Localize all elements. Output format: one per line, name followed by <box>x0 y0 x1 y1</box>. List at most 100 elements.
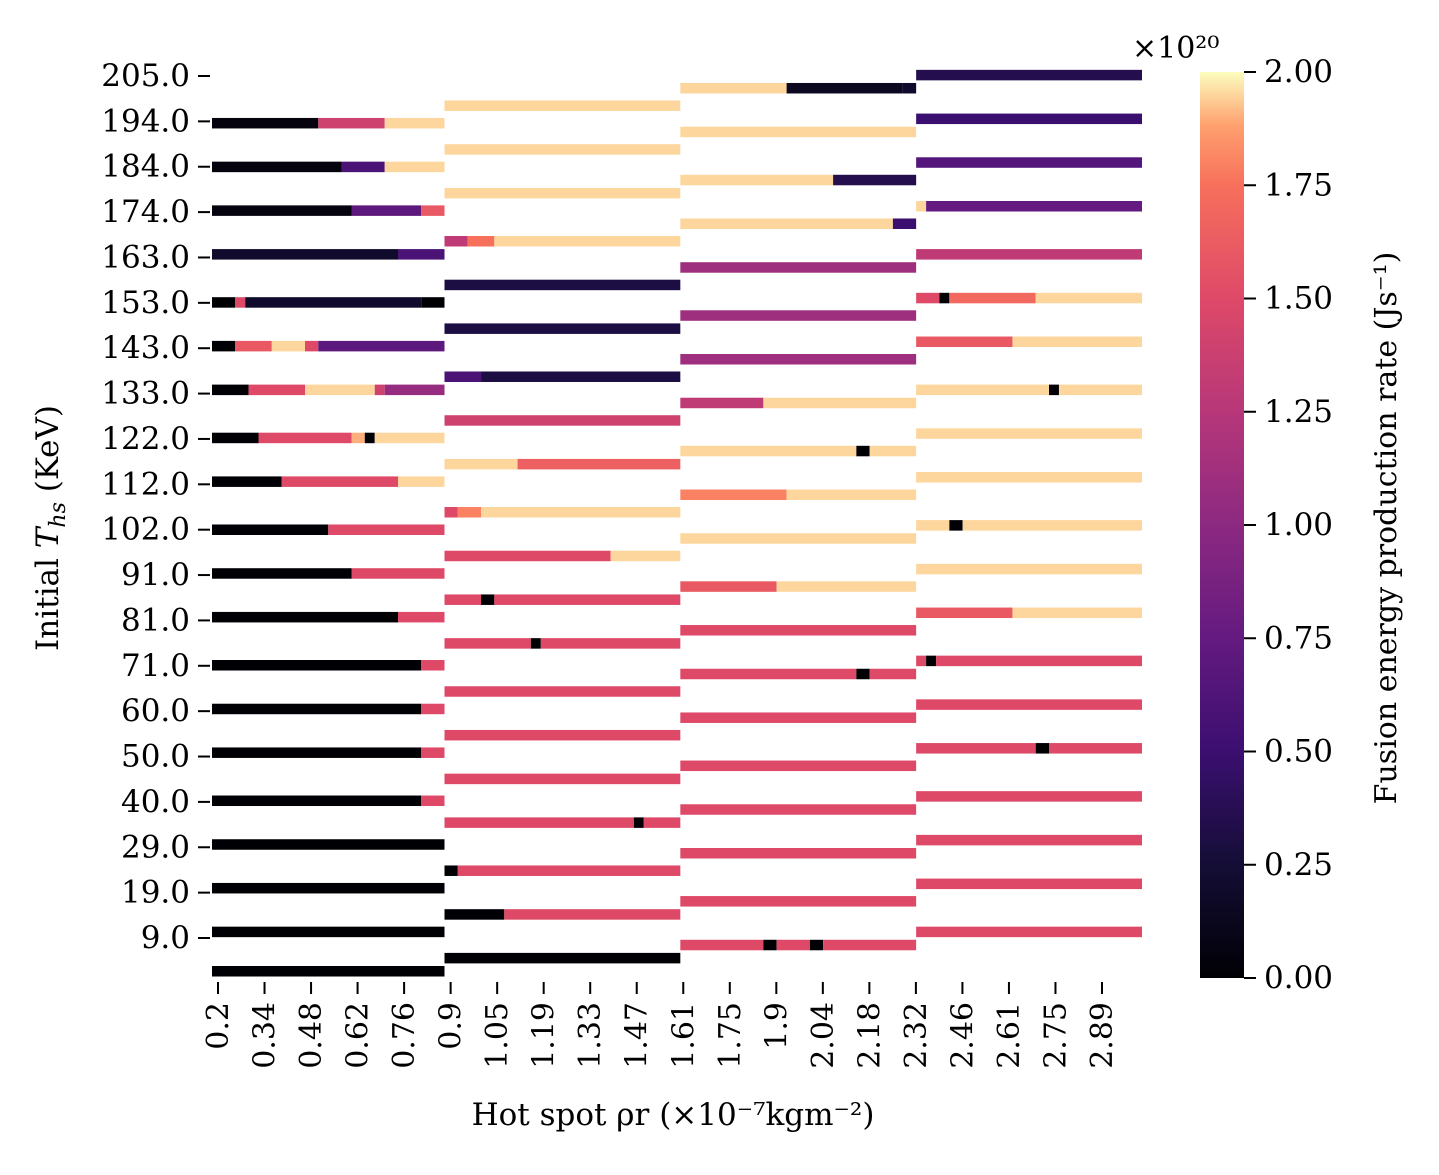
heatmap-cell <box>916 926 1142 938</box>
heatmap-cell <box>916 69 1142 81</box>
y-tick-label: 50.0 <box>121 739 190 775</box>
heatmap-cell <box>916 336 1013 348</box>
heatmap-cell <box>936 655 1142 667</box>
colorbar-tick-label: 1.25 <box>1264 394 1333 430</box>
heatmap-cell <box>444 458 518 470</box>
colorbar-tick-label: 0.75 <box>1264 620 1333 656</box>
heatmap-cell <box>680 218 893 229</box>
y-label-sub: hs <box>46 502 71 527</box>
heatmap-cell <box>398 476 445 487</box>
x-tick-label: 0.48 <box>294 1002 329 1069</box>
heatmap-cell <box>351 432 365 444</box>
x-tick-label: 0.62 <box>341 1002 376 1069</box>
heatmap-cell <box>540 638 681 649</box>
y-tick-label: 112.0 <box>101 466 190 502</box>
heatmap-cell <box>212 384 249 396</box>
heatmap-cell <box>212 926 445 938</box>
heatmap-cell <box>245 297 422 308</box>
x-tick-label: 2.89 <box>1085 1002 1120 1069</box>
heatmap-cell <box>212 568 352 579</box>
heatmap-cell <box>680 847 917 859</box>
heatmap-cell <box>926 201 1142 212</box>
heatmap-cell <box>384 117 445 129</box>
y-tick-label: 143.0 <box>101 330 190 366</box>
heatmap-cell <box>680 533 917 544</box>
heatmap-cell <box>494 594 681 605</box>
colorbar-tick-label: 0.50 <box>1264 734 1333 770</box>
x-tick-label: 0.76 <box>387 1002 422 1069</box>
heatmap-cell <box>444 729 681 741</box>
heatmap-cell <box>680 174 834 186</box>
y-tick-label: 60.0 <box>121 693 190 729</box>
heatmap-cell <box>916 292 940 304</box>
heatmap-cell <box>916 791 1142 802</box>
heatmap-cell <box>680 939 764 951</box>
heatmap-cell <box>444 952 681 964</box>
heatmap-cell <box>680 581 777 592</box>
heatmap-cell <box>212 340 236 352</box>
y-tick-label: 9.0 <box>141 920 190 956</box>
heatmap-cell <box>444 865 458 876</box>
heatmap-cell <box>421 660 445 671</box>
y-tick-label: 194.0 <box>101 103 190 139</box>
heatmap-cell <box>916 113 1142 125</box>
heatmap-cell <box>504 909 681 920</box>
heatmap-cell <box>633 817 644 828</box>
heatmap-cell <box>1035 743 1049 754</box>
heatmap-cell <box>212 611 398 623</box>
heatmap-cell <box>962 520 1142 531</box>
y-axis-label: Initial Ths (KeV) <box>30 405 71 651</box>
heatmap-cell <box>916 428 1142 439</box>
x-tick-label: 2.04 <box>806 1002 841 1069</box>
heatmap-cell <box>1035 292 1142 304</box>
heatmap-cell <box>444 100 681 111</box>
heatmap-cell <box>351 205 422 216</box>
heatmap-cell <box>212 297 236 308</box>
y-label-var: T <box>30 525 66 548</box>
heatmap-cell <box>916 743 1036 754</box>
x-tick-label: 1.05 <box>480 1002 515 1069</box>
heatmap-cell <box>517 458 681 470</box>
heatmap-cell <box>530 638 541 649</box>
heatmap-cell <box>643 817 681 828</box>
heatmap-cell <box>916 472 1142 483</box>
heatmap-cell <box>444 371 482 382</box>
heatmap-cell <box>926 655 937 667</box>
x-axis: 0.2 0.34 0.48 0.62 0.76 0.9 1.05 1.19 1.33 1.47 1.… <box>201 982 1120 1069</box>
heatmap-cell <box>212 524 329 535</box>
colorbar-tick-label: 2.00 <box>1264 54 1333 90</box>
heatmap-cell <box>444 594 482 605</box>
heatmap-cell <box>916 607 1013 619</box>
heatmap-cell <box>328 524 445 535</box>
colorbar-gradient <box>1200 72 1244 978</box>
heatmap-cell <box>916 157 1142 168</box>
x-tick-label: 2.32 <box>899 1002 934 1069</box>
heatmap-cell <box>949 520 963 531</box>
heatmap-cell <box>680 82 787 94</box>
heatmap-cell <box>444 144 681 155</box>
heatmap-cell <box>902 82 917 94</box>
heatmap-cell <box>212 117 319 129</box>
heatmap-cell <box>212 432 259 444</box>
heatmap-cell <box>1012 336 1142 348</box>
heatmap-cell <box>398 611 445 623</box>
heatmap-cell <box>481 371 681 382</box>
heatmap-cell <box>680 397 764 409</box>
heatmap-cell <box>680 804 917 815</box>
y-label-unit: (KeV) <box>30 405 66 502</box>
x-tick-label: 1.19 <box>527 1002 562 1069</box>
x-tick-label: 1.61 <box>666 1002 701 1069</box>
y-tick-label: 40.0 <box>121 784 190 820</box>
y-tick-label: 91.0 <box>121 557 190 593</box>
x-tick-label: 2.46 <box>945 1002 980 1069</box>
heatmap-cell <box>916 699 1142 710</box>
heatmap-cell <box>212 747 422 758</box>
heatmap-cell <box>776 939 810 951</box>
heatmap-cell <box>212 161 342 173</box>
colorbar-tick-label: 0.25 <box>1264 847 1333 883</box>
heatmap-cell <box>421 703 445 715</box>
heatmap-cell <box>869 668 917 680</box>
heatmap-cell <box>916 655 927 667</box>
heatmap-cell <box>680 625 917 636</box>
